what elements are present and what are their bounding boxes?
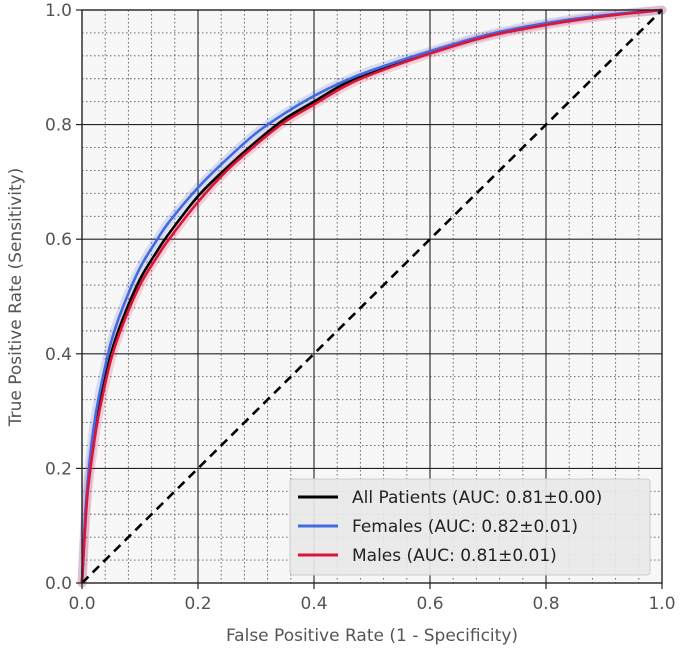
series-lines [80,8,663,584]
x-tick-label: 0.4 [300,594,327,614]
x-tick-label: 0.8 [532,594,559,614]
series-line-males [80,8,663,584]
plot-frame [81,9,663,584]
legend-label-females: Females (AUC: 0.82±0.01) [352,517,578,537]
x-tick-label: 0.0 [68,594,95,614]
x-axis-ticks: 0.0 0.2 0.4 0.6 0.8 1.0 [68,583,676,614]
y-tick-label: 0.6 [45,230,72,250]
y-axis-ticks: 0.0 0.2 0.4 0.6 0.8 1.0 [45,1,82,594]
chance-diagonal-line [81,9,663,584]
y-tick-label: 0.4 [45,345,72,365]
series-line-females [80,8,663,584]
legend-label-males: Males (AUC: 0.81±0.01) [352,546,557,566]
y-tick-label: 0.8 [45,116,72,136]
y-tick-label: 0.0 [45,574,72,594]
y-tick-label: 1.0 [45,1,72,21]
x-tick-label: 0.6 [416,594,443,614]
x-tick-label: 1.0 [648,594,675,614]
legend-box [289,478,651,576]
y-tick-label: 0.2 [45,459,72,479]
x-axis-label: False Positive Rate (1 - Specificity) [226,626,518,646]
x-tick-label: 0.2 [184,594,211,614]
legend: All Patients (AUC: 0.81±0.00) Females (A… [289,478,651,576]
legend-label-all-patients: All Patients (AUC: 0.81±0.00) [352,488,602,508]
y-axis-label: True Positive Rate (Sensitivity) [6,168,26,428]
